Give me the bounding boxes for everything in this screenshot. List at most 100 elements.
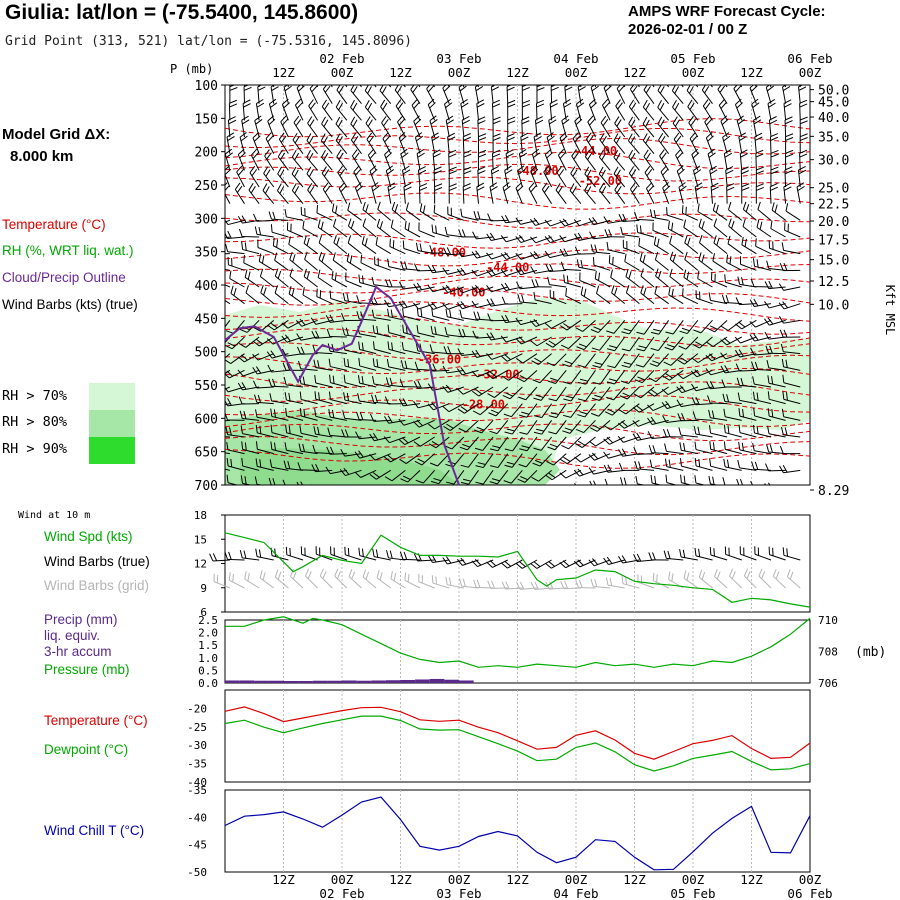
barb-staff: [275, 576, 289, 589]
barb-feather: [338, 136, 343, 144]
wind-barb: [592, 353, 611, 368]
barb-feather: [474, 66, 480, 71]
barb-staff: [506, 253, 523, 260]
barb-staff: [304, 259, 318, 271]
precip-bar: [415, 679, 430, 683]
wind-barb: [632, 403, 655, 413]
barb-feather: [303, 268, 307, 277]
barb-feather: [430, 325, 434, 334]
barb-feather: [779, 329, 784, 338]
barb-feather: [683, 269, 687, 278]
barb-feather: [607, 365, 616, 369]
barb-feather: [764, 331, 770, 340]
barb-staff: [696, 297, 713, 305]
barb-feather: [736, 377, 740, 386]
bottom-hour-label: 00Z: [799, 872, 822, 887]
barb-feather: [587, 152, 593, 160]
barb-feather: [606, 348, 615, 352]
surface-barb-true: [588, 558, 611, 567]
barb-feather: [471, 370, 478, 378]
barb-feather: [316, 204, 319, 214]
barb-feather: [372, 548, 375, 557]
wind-barb: [343, 374, 362, 388]
barb-feather: [556, 165, 563, 174]
barb-feather: [332, 375, 335, 384]
barb-feather: [418, 166, 426, 171]
temperature-contour: [225, 192, 810, 210]
barb-feather: [404, 220, 407, 229]
barb-feather: [576, 428, 584, 434]
barb-feather: [354, 70, 358, 77]
barb-feather: [603, 464, 609, 473]
barb-staff: [403, 248, 421, 255]
barb-staff: [613, 320, 626, 334]
wind-barb: [477, 133, 487, 154]
barb-feather: [268, 477, 272, 485]
barb-feather: [460, 406, 468, 412]
wind-barb: [534, 116, 544, 138]
barb-feather: [600, 115, 607, 123]
wind-barb: [502, 182, 511, 204]
wind-barb: [486, 252, 508, 260]
barb-feather: [419, 203, 423, 212]
barb-feather: [729, 568, 734, 577]
barb-feather: [322, 182, 329, 190]
barb-feather: [658, 132, 664, 141]
barb-staff: [417, 559, 435, 562]
surface-barb-grid: [714, 568, 728, 589]
barb-staff: [374, 264, 391, 271]
barb-feather: [520, 136, 529, 141]
barb-feather: [270, 350, 276, 358]
barb-staff: [655, 259, 669, 271]
precip-tick: 0.5: [198, 664, 218, 677]
barb-feather: [530, 582, 536, 590]
barb-feather: [504, 353, 511, 361]
barb-feather: [546, 132, 554, 138]
barb-feather: [429, 344, 433, 353]
barb-feather: [487, 313, 492, 321]
wind-barb: [738, 408, 757, 421]
wind-barb: [391, 201, 406, 221]
wind-barb: [750, 278, 772, 288]
barb-feather: [385, 377, 389, 386]
barb-feather: [723, 441, 726, 450]
barb-staff: [315, 433, 333, 438]
wind-barb: [577, 370, 596, 385]
wind-barb: [584, 183, 596, 204]
barb-staff: [549, 284, 567, 288]
barb-feather: [294, 169, 299, 178]
barb-feather: [575, 118, 583, 126]
barb-feather: [625, 268, 629, 277]
barb-staff: [348, 225, 362, 238]
barb-staff: [227, 449, 245, 455]
barb-feather: [427, 85, 434, 93]
barb-feather: [458, 85, 463, 88]
barb-feather: [785, 133, 794, 138]
barb-feather: [659, 86, 665, 94]
wind-barb: [672, 99, 684, 121]
barb-feather: [240, 475, 244, 484]
wind-barb: [591, 403, 611, 417]
barb-feather: [618, 214, 623, 222]
wind-barb: [400, 360, 421, 371]
wind-barb: [614, 182, 626, 204]
barb-feather: [661, 388, 669, 395]
barb-staff: [738, 136, 743, 154]
barb-staff: [595, 278, 611, 288]
barb-staff: [607, 584, 625, 589]
barb-feather: [491, 166, 499, 171]
barb-staff: [564, 236, 582, 243]
barb-feather: [577, 398, 586, 402]
barb-staff: [551, 319, 567, 329]
barb-feather: [531, 168, 539, 176]
wind-barb: [426, 85, 436, 104]
barb-feather: [229, 85, 236, 88]
wind-barb: [372, 358, 391, 371]
barb-feather: [605, 577, 609, 586]
barb-feather: [255, 409, 258, 418]
barb-feather: [584, 149, 591, 157]
barb-feather: [473, 311, 477, 320]
wind-barb: [486, 332, 508, 341]
wind-barb: [551, 85, 553, 88]
barb-feather: [519, 431, 528, 435]
